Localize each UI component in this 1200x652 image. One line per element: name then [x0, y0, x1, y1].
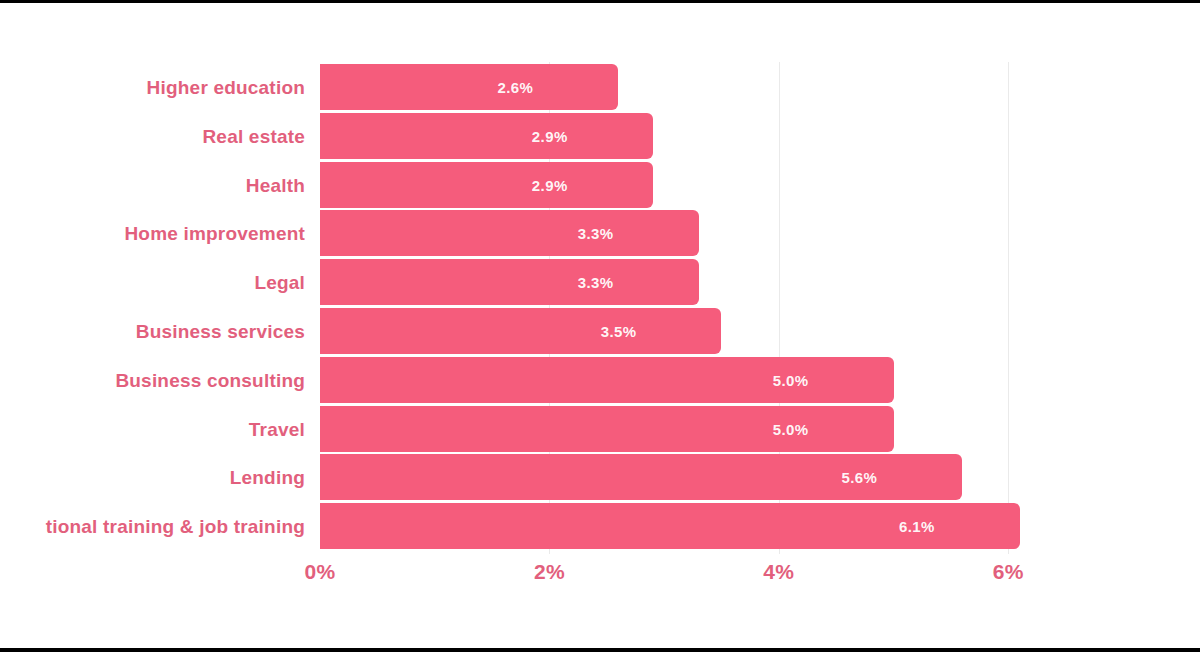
- bar: 3.3%: [320, 210, 699, 256]
- bar-value-label: 5.0%: [773, 420, 809, 437]
- bar: 6.1%: [320, 503, 1020, 549]
- plot-area: 2.6% 2.9% 2.9% 3.3% 3.3% 3.5% 5.0% 5.0% …: [320, 64, 1022, 552]
- category-label: Higher education: [0, 64, 305, 113]
- bar: 5.0%: [320, 406, 894, 452]
- x-tick-label: 4%: [763, 552, 794, 592]
- chart-screenshot: Higher education Real estate Health Home…: [0, 0, 1200, 652]
- x-tick-label: 0%: [305, 552, 336, 592]
- horizontal-bar-chart: Higher education Real estate Health Home…: [0, 0, 1200, 652]
- category-label: Lending: [0, 454, 305, 503]
- x-tick-label: 2%: [534, 552, 565, 592]
- bar: 2.9%: [320, 113, 653, 159]
- x-axis: 0% 2% 4% 6%: [320, 552, 1022, 592]
- x-tick-label: 6%: [993, 552, 1024, 592]
- category-label: Business consulting: [0, 357, 305, 406]
- category-axis: Higher education Real estate Health Home…: [0, 64, 305, 552]
- bar: 5.0%: [320, 357, 894, 403]
- letterbox-bottom: [0, 648, 1200, 652]
- category-label: Travel: [0, 406, 305, 455]
- bar-value-label: 3.5%: [601, 322, 637, 339]
- category-label: Real estate: [0, 113, 305, 162]
- category-label: Business services: [0, 308, 305, 357]
- bar-value-label: 3.3%: [578, 225, 614, 242]
- bar: 3.3%: [320, 259, 699, 305]
- bar-value-label: 2.6%: [497, 79, 533, 96]
- bar: 2.6%: [320, 64, 618, 110]
- category-label: Health: [0, 162, 305, 211]
- bar-value-label: 2.9%: [532, 127, 568, 144]
- bar-value-label: 5.0%: [773, 371, 809, 388]
- bar-value-label: 3.3%: [578, 274, 614, 291]
- bar: 3.5%: [320, 308, 721, 354]
- category-label: Legal: [0, 259, 305, 308]
- bar: 5.6%: [320, 454, 962, 500]
- bar: 2.9%: [320, 162, 653, 208]
- bar-value-label: 5.6%: [842, 469, 878, 486]
- category-label: tional training & job training: [0, 503, 305, 552]
- category-label: Home improvement: [0, 210, 305, 259]
- bar-series: 2.6% 2.9% 2.9% 3.3% 3.3% 3.5% 5.0% 5.0% …: [320, 64, 1022, 552]
- bar-value-label: 2.9%: [532, 176, 568, 193]
- bar-value-label: 6.1%: [899, 518, 935, 535]
